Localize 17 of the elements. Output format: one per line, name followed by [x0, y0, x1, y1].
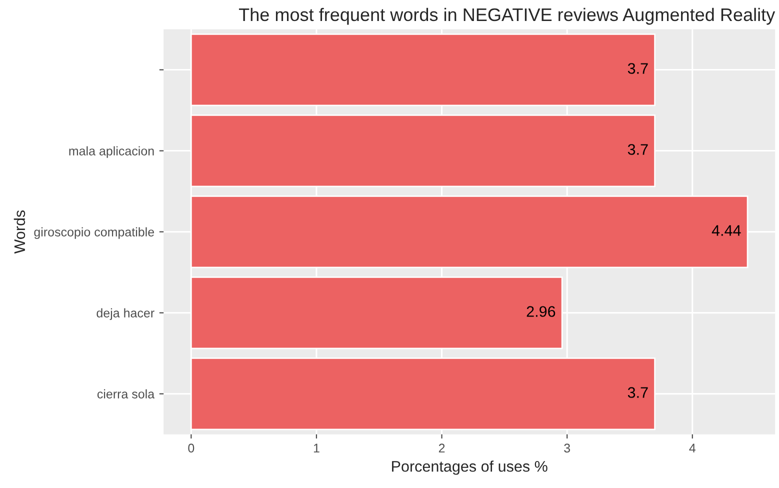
y-tick-label: mala aplicacion: [69, 146, 154, 158]
y-tick-label: cierra sola: [97, 389, 155, 398]
x-tick-label: 4: [689, 444, 696, 452]
data-label: 3.7: [628, 144, 648, 155]
y-axis-title: Words: [14, 210, 26, 254]
data-label: 3.7: [628, 63, 648, 74]
x-axis-title: Porcentages of uses %: [392, 460, 548, 475]
data-label: 3.7: [628, 387, 648, 398]
data-label: 2.96: [526, 306, 556, 317]
chart-title: The most frequent words in NEGATIVE reviews Augmented Reality: [238, 8, 776, 25]
x-tick-label: 1: [314, 444, 320, 452]
y-tick-label: deja hacer: [96, 308, 154, 320]
x-tick-label: 0: [188, 444, 194, 453]
data-label: 4.44: [712, 225, 741, 236]
x-tick-label: 3: [564, 444, 570, 453]
y-tick-label: giroscopio compatible: [34, 227, 154, 239]
x-tick-label: 2: [438, 444, 445, 452]
